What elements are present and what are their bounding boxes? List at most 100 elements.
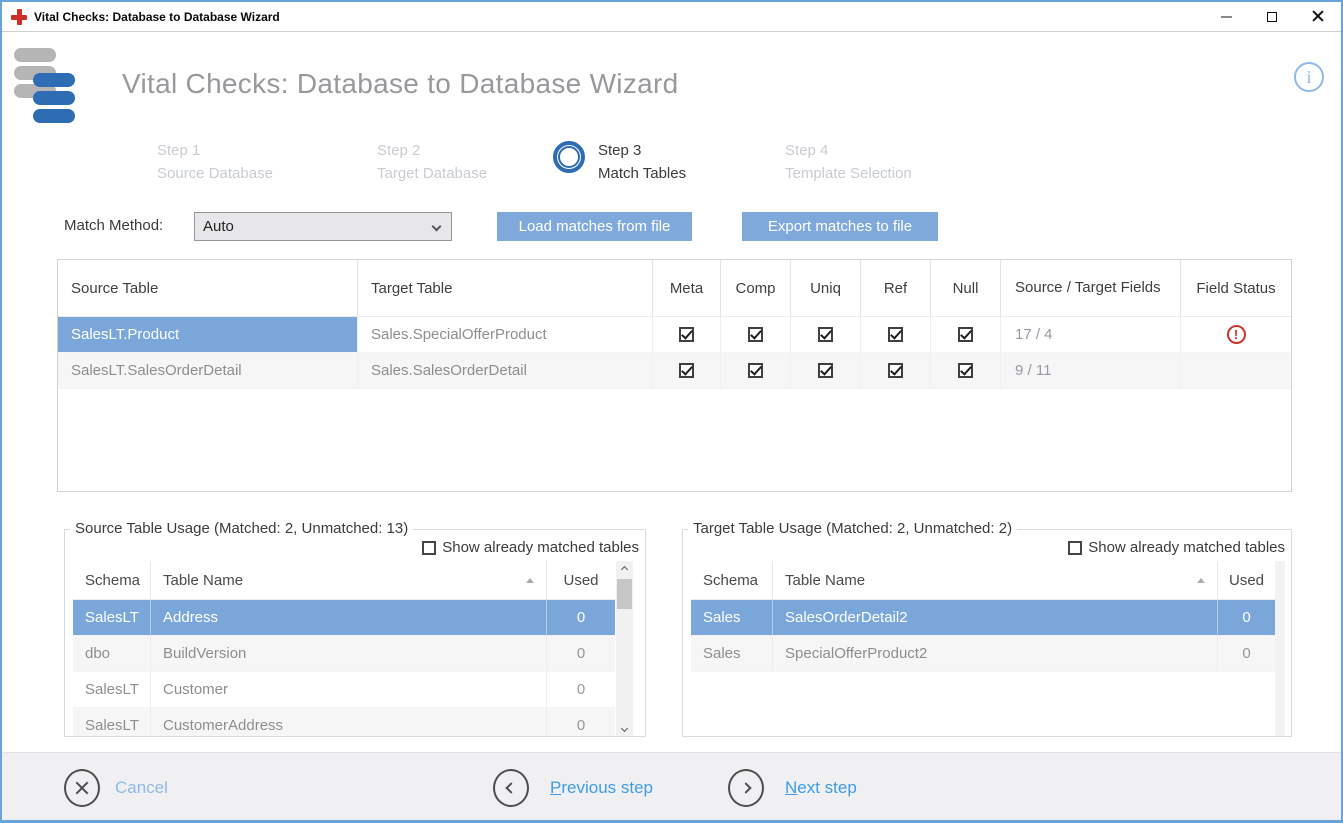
list-item-used[interactable]: 0: [547, 636, 615, 672]
maximize-button[interactable]: [1249, 2, 1295, 31]
show-matched-toggle[interactable]: Show already matched tables: [1068, 539, 1285, 556]
list-item-used[interactable]: 0: [547, 672, 615, 708]
uniq-checkbox[interactable]: [818, 363, 833, 378]
meta-checkbox[interactable]: [679, 363, 694, 378]
previous-step-button[interactable]: [493, 769, 529, 807]
info-icon[interactable]: i: [1294, 62, 1324, 92]
show-matched-toggle[interactable]: Show already matched tables: [422, 539, 639, 556]
column-header-uniq[interactable]: Uniq: [791, 260, 861, 317]
source-usage-title: Source Table Usage (Matched: 2, Unmatche…: [70, 520, 414, 537]
chevron-left-icon: [505, 782, 517, 794]
ref-checkbox-cell[interactable]: [861, 317, 931, 353]
show-matched-label: Show already matched tables: [1088, 539, 1285, 556]
column-header-comp[interactable]: Comp: [721, 260, 791, 317]
list-item-table[interactable]: Address: [151, 600, 547, 636]
meta-checkbox-cell[interactable]: [653, 353, 721, 389]
scrollbar-thumb[interactable]: [617, 579, 632, 609]
column-header-field-status[interactable]: Field Status: [1181, 260, 1291, 317]
step-3-match-tables: Step 3 Match Tables: [598, 139, 686, 185]
column-header-source-table[interactable]: Source Table: [58, 260, 358, 317]
match-table: Source Table Target Table Meta Comp Uniq…: [57, 259, 1292, 492]
table-row-target-cell[interactable]: Sales.SalesOrderDetail: [358, 353, 653, 389]
list-item-used[interactable]: 0: [547, 600, 615, 636]
null-checkbox[interactable]: [958, 327, 973, 342]
export-matches-button[interactable]: Export matches to file: [742, 212, 938, 241]
minimize-icon: [1220, 15, 1232, 18]
list-item-used[interactable]: 0: [547, 708, 615, 736]
comp-checkbox-cell[interactable]: [721, 317, 791, 353]
list-item-table[interactable]: SpecialOfferProduct2: [773, 636, 1218, 672]
column-header-used[interactable]: Used: [1218, 561, 1275, 600]
column-header-fields[interactable]: Source / Target Fields: [1001, 260, 1181, 317]
null-checkbox-cell[interactable]: [931, 317, 1001, 353]
column-header-table-name[interactable]: Table Name: [773, 561, 1218, 600]
error-status-icon[interactable]: !: [1226, 325, 1246, 344]
ref-checkbox-cell[interactable]: [861, 353, 931, 389]
list-item-used[interactable]: 0: [1218, 600, 1275, 636]
list-item-table[interactable]: BuildVersion: [151, 636, 547, 672]
maximize-icon: [1267, 11, 1277, 22]
vertical-scrollbar[interactable]: [616, 561, 633, 736]
scroll-up-button[interactable]: [616, 561, 633, 577]
target-usage-title: Target Table Usage (Matched: 2, Unmatche…: [688, 520, 1018, 537]
column-header-used[interactable]: Used: [547, 561, 615, 600]
list-item-schema[interactable]: Sales: [691, 600, 773, 636]
list-item-table[interactable]: Customer: [151, 672, 547, 708]
field-status-cell[interactable]: !: [1181, 317, 1291, 353]
column-header-schema[interactable]: Schema: [73, 561, 151, 600]
next-step-button[interactable]: [728, 769, 764, 807]
uniq-checkbox-cell[interactable]: [791, 317, 861, 353]
ref-checkbox[interactable]: [888, 327, 903, 342]
show-matched-checkbox[interactable]: [422, 540, 437, 555]
ref-checkbox[interactable]: [888, 363, 903, 378]
list-item-table[interactable]: CustomerAddress: [151, 708, 547, 736]
column-header-null[interactable]: Null: [931, 260, 1001, 317]
column-header-schema[interactable]: Schema: [691, 561, 773, 600]
table-row-source-cell[interactable]: SalesLT.Product: [58, 317, 358, 353]
fields-count-cell: 9 / 11: [1001, 353, 1181, 389]
column-header-table-name[interactable]: Table Name: [151, 561, 547, 600]
uniq-checkbox[interactable]: [818, 327, 833, 342]
list-item-schema[interactable]: SalesLT: [73, 600, 151, 636]
match-method-label: Match Method:: [64, 217, 164, 234]
match-method-select[interactable]: Auto: [194, 212, 452, 241]
list-item-schema[interactable]: SalesLT: [73, 672, 151, 708]
source-table-usage-panel: Source Table Usage (Matched: 2, Unmatche…: [64, 520, 646, 737]
column-header-target-table[interactable]: Target Table: [358, 260, 653, 317]
comp-checkbox[interactable]: [748, 363, 763, 378]
show-matched-checkbox[interactable]: [1068, 540, 1083, 555]
fields-count-cell: 17 / 4: [1001, 317, 1181, 353]
window-controls: [1203, 2, 1341, 31]
meta-checkbox[interactable]: [679, 327, 694, 342]
null-checkbox-cell[interactable]: [931, 353, 1001, 389]
list-item-schema[interactable]: Sales: [691, 636, 773, 672]
vertical-scrollbar-track[interactable]: [1275, 561, 1285, 736]
previous-step-label[interactable]: Previous step: [550, 778, 654, 797]
column-header-ref[interactable]: Ref: [861, 260, 931, 317]
step-label: Match Tables: [598, 165, 687, 182]
target-table-usage-panel: Target Table Usage (Matched: 2, Unmatche…: [682, 520, 1292, 737]
meta-checkbox-cell[interactable]: [653, 317, 721, 353]
column-header-meta[interactable]: Meta: [653, 260, 721, 317]
next-step-label[interactable]: Next step: [785, 778, 857, 797]
minimize-button[interactable]: [1203, 2, 1249, 31]
titlebar: Vital Checks: Database to Database Wizar…: [2, 2, 1341, 32]
cancel-label[interactable]: Cancel: [115, 778, 168, 797]
null-checkbox[interactable]: [958, 363, 973, 378]
close-button[interactable]: [1295, 2, 1341, 31]
list-item-table[interactable]: SalesOrderDetail2: [773, 600, 1218, 636]
current-step-ring-icon: [553, 141, 585, 173]
sort-ascending-icon: [1197, 578, 1205, 583]
list-item-used[interactable]: 0: [1218, 636, 1275, 672]
list-item-schema[interactable]: dbo: [73, 636, 151, 672]
uniq-checkbox-cell[interactable]: [791, 353, 861, 389]
table-row-target-cell[interactable]: Sales.SpecialOfferProduct: [358, 317, 653, 353]
comp-checkbox[interactable]: [748, 327, 763, 342]
list-item-schema[interactable]: SalesLT: [73, 708, 151, 736]
scroll-down-button[interactable]: [616, 720, 633, 736]
comp-checkbox-cell[interactable]: [721, 353, 791, 389]
load-matches-button[interactable]: Load matches from file: [497, 212, 692, 241]
cancel-button[interactable]: [64, 769, 100, 807]
table-row-source-cell[interactable]: SalesLT.SalesOrderDetail: [58, 353, 358, 389]
field-status-cell[interactable]: [1181, 353, 1291, 389]
